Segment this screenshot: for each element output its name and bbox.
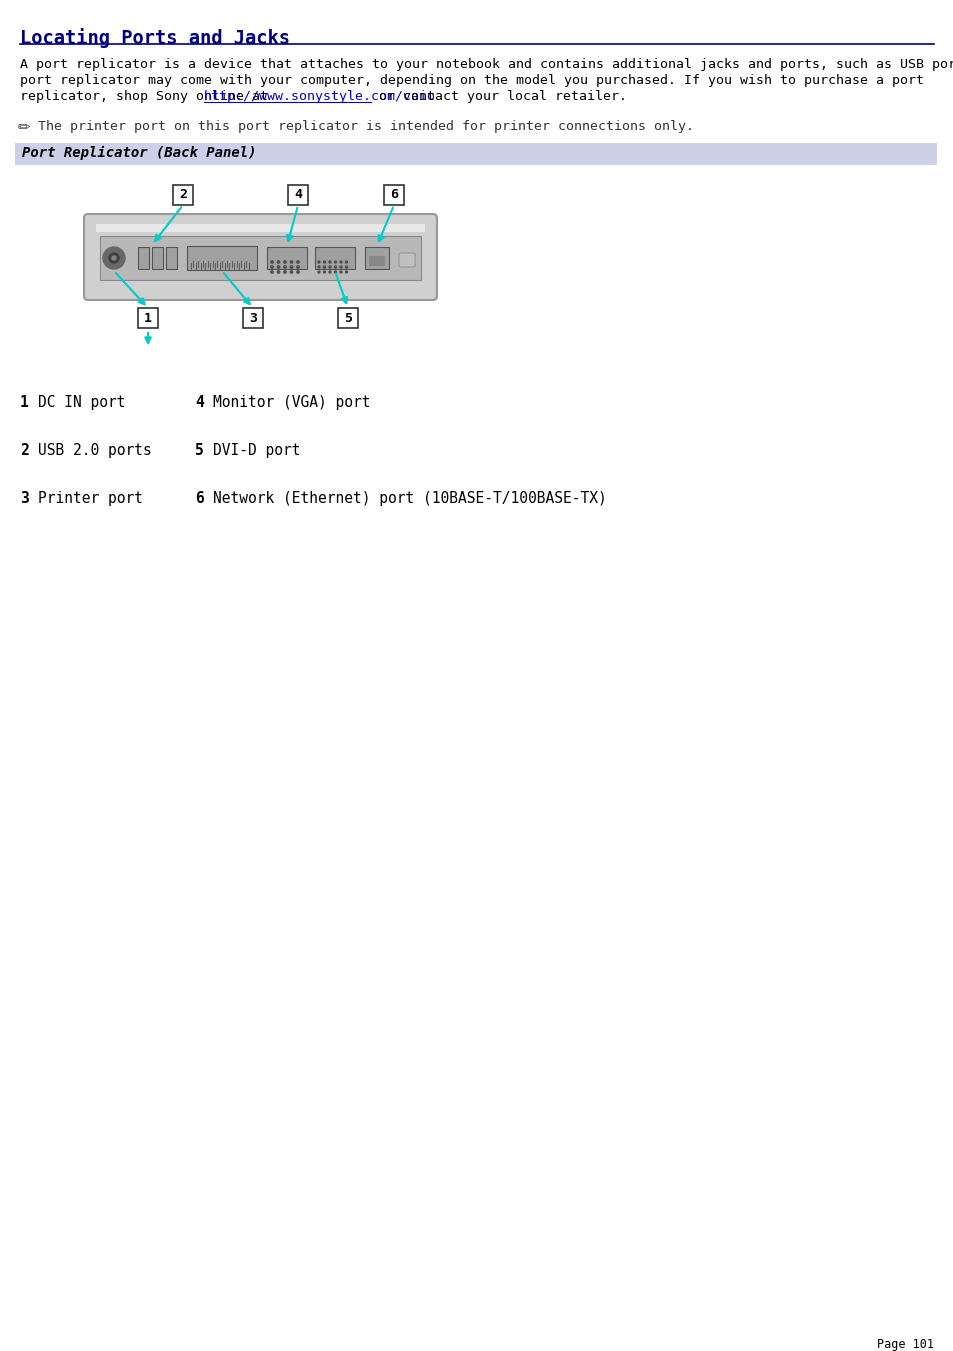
Circle shape [277,270,279,273]
Text: Port Replicator (Back Panel): Port Replicator (Back Panel) [22,146,256,161]
Text: USB 2.0 ports: USB 2.0 ports [38,443,152,458]
FancyBboxPatch shape [365,247,389,269]
Text: A port replicator is a device that attaches to your notebook and contains additi: A port replicator is a device that attac… [20,58,953,72]
Circle shape [290,266,293,269]
Circle shape [323,261,325,263]
Circle shape [277,261,279,263]
Circle shape [345,272,347,273]
FancyBboxPatch shape [288,185,308,205]
Circle shape [317,266,319,267]
Text: 2: 2 [179,189,187,201]
FancyBboxPatch shape [314,247,355,269]
Bar [166,247,177,269]
Text: ✏: ✏ [18,120,30,135]
FancyBboxPatch shape [172,185,193,205]
Circle shape [339,261,341,263]
Circle shape [335,261,336,263]
Circle shape [290,261,293,263]
Circle shape [271,266,273,269]
FancyBboxPatch shape [138,308,158,328]
Circle shape [323,272,325,273]
FancyBboxPatch shape [337,308,357,328]
Circle shape [296,266,299,269]
Circle shape [277,266,279,269]
Circle shape [296,261,299,263]
Text: Monitor (VGA) port: Monitor (VGA) port [213,394,370,409]
Text: Page 101: Page 101 [876,1337,933,1351]
Text: Network (Ethernet) port (10BASE-T/100BASE-TX): Network (Ethernet) port (10BASE-T/100BAS… [213,490,606,507]
Circle shape [329,261,331,263]
Circle shape [290,270,293,273]
FancyBboxPatch shape [100,236,420,280]
FancyBboxPatch shape [398,253,415,267]
Circle shape [339,272,341,273]
Text: 3: 3 [20,490,29,507]
Circle shape [335,266,336,267]
Circle shape [103,247,125,269]
FancyBboxPatch shape [84,213,436,300]
Text: 6: 6 [194,490,204,507]
Circle shape [296,270,299,273]
Circle shape [283,261,286,263]
Text: 1: 1 [20,394,29,409]
Text: 4: 4 [194,394,204,409]
Text: 6: 6 [390,189,397,201]
Text: or contact your local retailer.: or contact your local retailer. [371,91,626,103]
Circle shape [339,266,341,267]
Circle shape [345,261,347,263]
Circle shape [271,270,273,273]
Circle shape [283,266,286,269]
FancyBboxPatch shape [15,143,936,165]
Bar [96,224,424,232]
Circle shape [112,255,116,259]
Circle shape [283,270,286,273]
Bar [369,255,385,266]
Text: 5: 5 [344,312,352,324]
Text: 1: 1 [144,312,152,324]
Text: Printer port: Printer port [38,490,143,507]
Text: 2: 2 [20,443,29,458]
Text: The printer port on this port replicator is intended for printer connections onl: The printer port on this port replicator… [38,120,693,132]
Circle shape [335,272,336,273]
Circle shape [271,261,273,263]
FancyBboxPatch shape [243,308,263,328]
Circle shape [109,253,119,263]
Circle shape [323,266,325,267]
Text: Locating Ports and Jacks: Locating Ports and Jacks [20,28,290,49]
Text: http://www.sonystyle.com/vaio: http://www.sonystyle.com/vaio [204,91,436,103]
Circle shape [345,266,347,267]
Text: 5: 5 [194,443,204,458]
Text: port replicator may come with your computer, depending on the model you purchase: port replicator may come with your compu… [20,74,923,86]
Text: DC IN port: DC IN port [38,394,126,409]
FancyBboxPatch shape [187,246,256,270]
Text: 4: 4 [294,189,302,201]
Circle shape [329,266,331,267]
FancyBboxPatch shape [384,185,403,205]
FancyBboxPatch shape [267,247,307,269]
Text: 3: 3 [249,312,256,324]
Circle shape [329,272,331,273]
Text: replicator, shop Sony online at: replicator, shop Sony online at [20,91,275,103]
Circle shape [317,261,319,263]
Bar [138,247,149,269]
Text: DVI-D port: DVI-D port [213,443,300,458]
Circle shape [317,272,319,273]
Bar [152,247,163,269]
